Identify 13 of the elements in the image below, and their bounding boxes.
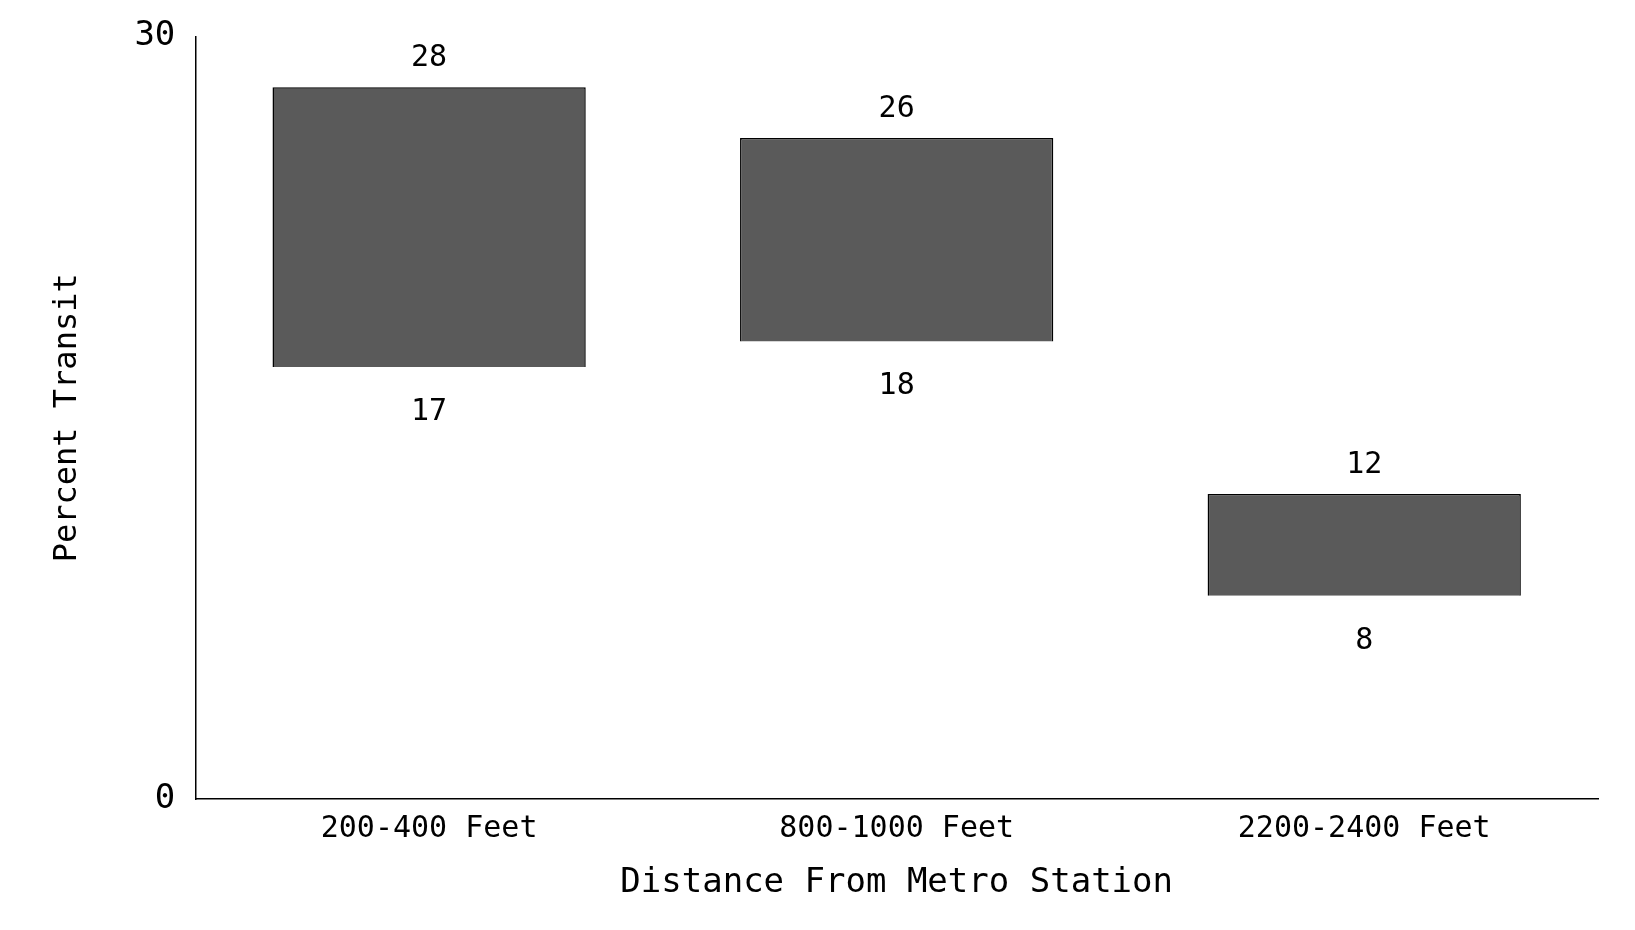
annotation: 12 <box>1346 444 1383 480</box>
x-tick-label: 2200-2400 Feet <box>1237 809 1491 844</box>
annotation: 28 <box>411 38 448 74</box>
annotation: 8 <box>1355 620 1374 656</box>
y-tick-label: 30 <box>134 13 176 54</box>
x-tick-label: 800-1000 Feet <box>779 809 1015 844</box>
y-tick-label: 0 <box>154 776 176 817</box>
x-axis-title: Distance From Metro Station <box>620 860 1174 901</box>
annotation: 17 <box>411 391 448 427</box>
annotation: 26 <box>878 88 915 124</box>
y-axis-title: Percent Transit <box>45 273 84 563</box>
x-tick-label: 200-400 Feet <box>320 809 538 844</box>
annotation: 18 <box>878 366 915 402</box>
